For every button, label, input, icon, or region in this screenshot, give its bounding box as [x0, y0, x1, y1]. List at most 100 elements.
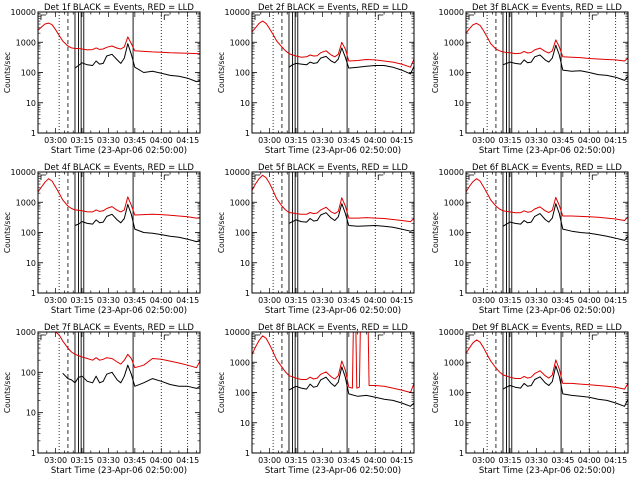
corner-bracket-left	[40, 174, 46, 180]
detector-panel: Det 1f BLACK = Events, RED = LLD 1 10 100 10…	[3, 3, 201, 156]
x-tick-label: 04:15	[604, 296, 627, 305]
x-tick-label: 04:00	[150, 456, 173, 465]
panel-title: Det 8f BLACK = Events, RED = LLD	[258, 323, 408, 333]
corner-bracket-right	[591, 334, 598, 340]
corner-bracket-left	[254, 334, 260, 340]
x-tick-label: 04:15	[176, 456, 199, 465]
lld-series-line	[252, 332, 414, 393]
panel-title: Det 6f BLACK = Events, RED = LLD	[472, 163, 622, 173]
y-tick-label: 10	[454, 99, 464, 108]
x-tick-label: 03:30	[311, 296, 334, 305]
y-tick-label: 10	[454, 419, 464, 428]
y-axis-label: Counts/sec	[3, 52, 12, 93]
y-tick-label: 10000	[11, 168, 36, 177]
plot-frame	[251, 331, 415, 454]
y-tick-label: 100	[449, 389, 464, 398]
events-series-line	[502, 44, 628, 81]
x-tick-label: 03:30	[525, 136, 548, 145]
x-axis-label: Start Time (23-Apr-06 02:50:00)	[51, 306, 187, 316]
detector-panel: Det 8f BLACK = Events, RED = LLD 1 10 100 10…	[217, 323, 415, 476]
y-tick-label: 100	[235, 389, 250, 398]
plot-frame	[37, 11, 201, 134]
y-tick-label: 1000	[230, 198, 250, 207]
x-tick-label: 03:00	[472, 456, 495, 465]
corner-bracket-left	[468, 14, 474, 20]
corner-bracket-right	[591, 14, 598, 20]
x-tick-label: 03:00	[44, 296, 67, 305]
plot-frame	[465, 331, 629, 454]
y-tick-label: 10000	[439, 328, 464, 337]
y-axis-label: Counts/sec	[3, 212, 12, 253]
x-tick-label: 04:15	[176, 136, 199, 145]
detector-panel: Det 2f BLACK = Events, RED = LLD 1 10 100 10…	[217, 3, 415, 156]
x-tick-label: 03:30	[97, 456, 120, 465]
x-tick-label: 04:00	[578, 456, 601, 465]
y-axis-label: Counts/sec	[431, 372, 440, 413]
plot-frame	[37, 331, 201, 454]
y-tick-label: 1000	[16, 328, 36, 337]
y-axis-label: Counts/sec	[217, 212, 226, 253]
plot-frame	[251, 11, 415, 134]
y-tick-label: 1	[459, 129, 464, 138]
panel-title: Det 2f BLACK = Events, RED = LLD	[258, 3, 408, 13]
y-tick-label: 100	[21, 69, 36, 78]
x-tick-label: 04:00	[364, 296, 387, 305]
y-tick-label: 10	[26, 409, 36, 418]
events-series-line	[74, 43, 200, 83]
x-tick-label: 04:15	[176, 296, 199, 305]
x-tick-label: 03:15	[284, 136, 307, 145]
x-tick-label: 04:15	[604, 136, 627, 145]
x-tick-label: 03:45	[123, 456, 146, 465]
x-tick-label: 04:00	[150, 136, 173, 145]
x-tick-label: 03:30	[97, 296, 120, 305]
y-tick-label: 1000	[444, 358, 464, 367]
detector-panel: Det 9f BLACK = Events, RED = LLD 1 10 100 10…	[431, 323, 629, 476]
corner-bracket-left	[40, 14, 46, 20]
y-tick-label: 100	[235, 229, 250, 238]
events-series-line	[62, 364, 200, 389]
y-tick-label: 10000	[225, 328, 250, 337]
lld-series-line	[38, 178, 200, 219]
x-axis-label: Start Time (23-Apr-06 02:50:00)	[479, 306, 615, 316]
x-tick-label: 03:30	[525, 456, 548, 465]
detector-panel: Det 4f BLACK = Events, RED = LLD 1 10 100 10…	[3, 163, 201, 316]
x-tick-label: 04:00	[578, 136, 601, 145]
plot-frame	[465, 171, 629, 294]
x-tick-label: 03:00	[44, 136, 67, 145]
y-tick-label: 100	[21, 229, 36, 238]
corner-bracket-left	[254, 14, 260, 20]
x-axis-label: Start Time (23-Apr-06 02:50:00)	[51, 146, 187, 156]
y-tick-label: 10000	[225, 8, 250, 17]
corner-bracket-right	[163, 174, 170, 180]
x-tick-label: 03:45	[337, 296, 360, 305]
y-tick-label: 10	[454, 259, 464, 268]
x-tick-label: 03:30	[97, 136, 120, 145]
y-tick-label: 100	[235, 69, 250, 78]
events-series-line	[288, 366, 414, 407]
y-tick-label: 100	[449, 69, 464, 78]
x-axis-label: Start Time (23-Apr-06 02:50:00)	[479, 146, 615, 156]
x-tick-label: 03:15	[70, 136, 93, 145]
x-tick-label: 03:45	[551, 296, 574, 305]
y-axis-label: Counts/sec	[431, 212, 440, 253]
x-tick-label: 03:00	[258, 296, 281, 305]
y-axis-label: Counts/sec	[217, 52, 226, 93]
x-tick-label: 04:00	[364, 136, 387, 145]
y-tick-label: 1	[31, 289, 36, 298]
y-tick-label: 100	[21, 368, 36, 377]
y-tick-label: 1000	[230, 38, 250, 47]
x-tick-label: 03:45	[337, 136, 360, 145]
panel-title: Det 7f BLACK = Events, RED = LLD	[44, 323, 194, 333]
x-tick-label: 03:00	[258, 136, 281, 145]
lld-series-line	[38, 22, 200, 55]
y-axis-label: Counts/sec	[431, 52, 440, 93]
x-tick-label: 03:45	[551, 456, 574, 465]
panel-title: Det 4f BLACK = Events, RED = LLD	[44, 163, 194, 173]
events-series-line	[502, 365, 628, 407]
y-tick-label: 10	[26, 259, 36, 268]
corner-bracket-left	[40, 334, 46, 340]
x-tick-label: 03:45	[337, 456, 360, 465]
y-tick-label: 1	[459, 289, 464, 298]
lld-series-line	[466, 178, 628, 221]
